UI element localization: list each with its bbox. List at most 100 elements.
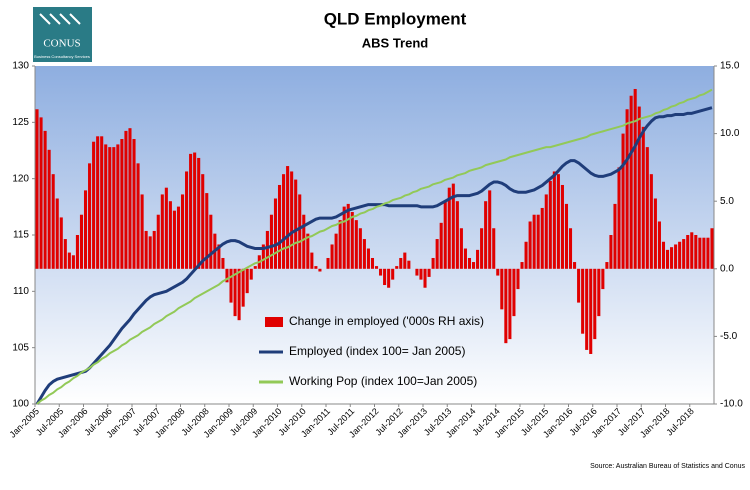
bar [415,268,419,276]
bar [536,214,540,269]
bar [480,228,484,269]
bar [88,163,92,269]
bar [431,257,435,269]
chart-title: QLD Employment [324,9,467,28]
bar [540,207,544,269]
bar [282,174,286,269]
bar [51,174,55,269]
bar [100,136,104,269]
bar [92,141,96,269]
bar [423,268,427,288]
bar [294,179,298,269]
legend-label: Employed (index 100= Jan 2005) [289,344,465,358]
bar [556,174,560,269]
chart-subtitle: ABS Trend [362,35,429,50]
bar [205,193,209,269]
bar [43,130,47,269]
plot-area [35,66,714,404]
bar [71,255,75,269]
bar [306,233,310,269]
bar [55,198,59,269]
line [35,106,713,405]
bar [221,257,225,269]
bar [35,109,39,269]
bar [358,228,362,269]
bar [451,183,455,269]
bar [524,241,528,269]
bar [702,237,706,269]
bar [217,244,221,269]
bar [156,214,160,269]
bar [613,203,617,269]
y-tick-label: 115 [13,230,29,241]
bar [370,257,375,269]
bar [269,214,273,269]
bar [273,198,278,269]
bar [649,174,653,269]
bar [201,174,205,269]
bar [265,230,269,269]
bar [314,266,318,269]
bar [241,268,245,307]
bar [512,268,516,317]
bar [435,239,439,269]
bar [605,262,609,269]
bar [144,230,148,269]
y2-tick-label: 10.0 [720,128,740,139]
bar [132,139,136,269]
bar [148,236,152,269]
bar [197,157,201,269]
bar [387,268,391,288]
bar [710,228,714,269]
bar [112,147,116,269]
y-tick-label: 130 [12,61,29,72]
bar [508,268,512,340]
bar [330,244,334,269]
bar [674,244,678,269]
bar [168,201,172,269]
bar [277,184,282,269]
bar [160,194,164,269]
bar [237,268,241,321]
bar [354,220,358,269]
bar [419,268,423,280]
bar [108,147,112,269]
bar [249,268,253,280]
bar [383,268,387,286]
bar [59,217,63,269]
bar [500,268,504,310]
legend-label: Working Pop (index 100=Jan 2005) [289,374,477,388]
bar [552,171,556,269]
bar [286,166,290,269]
bar [443,201,447,269]
bar [140,194,144,269]
bar [532,214,536,269]
bar [338,220,342,269]
y2-tick-label: 0.0 [720,263,734,274]
bar [568,228,573,269]
bar [609,235,613,269]
bar [427,268,431,277]
bar [593,268,597,340]
bar [564,203,569,269]
bar [653,198,657,269]
bar [39,117,43,269]
source: Source: Australian Bureau of Statistics … [590,463,745,470]
bar [471,262,476,269]
bar [665,249,670,269]
bar [350,212,354,269]
bar [104,144,108,269]
bar [298,194,302,269]
bar [379,268,383,276]
bar [706,237,710,269]
bar [548,180,552,269]
bar [334,233,338,269]
bar [455,201,459,269]
bar [253,266,257,269]
bar [193,152,197,269]
bar [136,163,140,269]
y2-tick-label: -5.0 [720,331,738,342]
bar [395,266,399,269]
bar [686,235,690,269]
